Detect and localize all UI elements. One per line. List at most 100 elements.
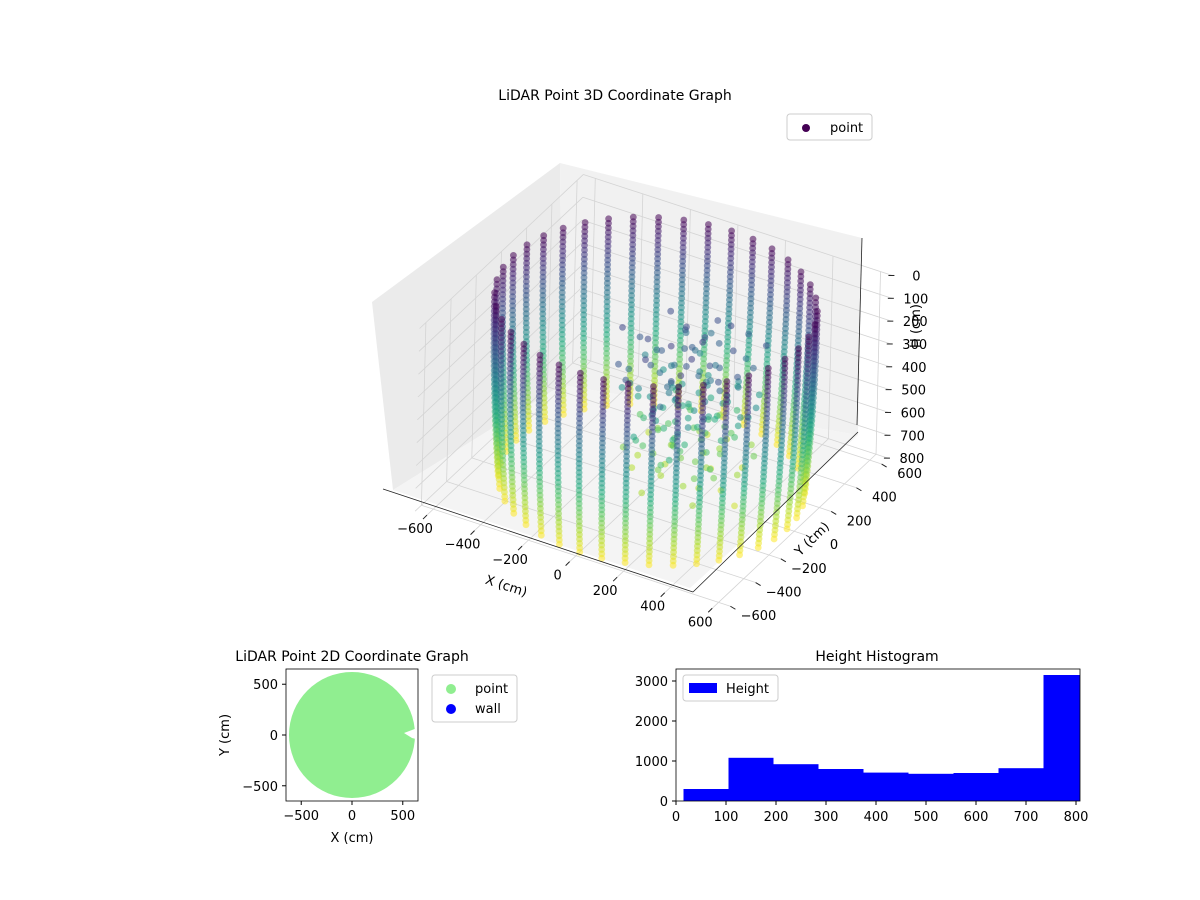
y-tick-label-2d: 0: [270, 729, 278, 744]
y-tick-mark-3d: [780, 558, 787, 563]
point-marker: [603, 368, 610, 376]
y-tick-label-3d: −200: [791, 562, 827, 577]
point-marker: [752, 404, 760, 412]
x-tick-label-3d: −200: [492, 553, 528, 568]
y-tick-label-3d: −400: [766, 586, 802, 601]
point-marker: [711, 416, 719, 423]
point-marker: [603, 293, 611, 301]
y-tick-label-hist: 0: [660, 795, 668, 810]
gridline: [419, 174, 584, 329]
y-tick-mark-3d: [730, 605, 736, 610]
x-tick-label-hist: 0: [672, 810, 680, 825]
point-marker: [675, 383, 683, 391]
point-marker: [714, 317, 722, 324]
point-marker: [558, 284, 566, 292]
point-marker: [690, 475, 698, 483]
y-axis-label-3d: Y (cm): [792, 519, 833, 560]
point-marker: [640, 414, 647, 422]
x-tick-label-2d: 500: [390, 809, 415, 824]
point-marker: [667, 307, 675, 315]
point-marker: [627, 320, 635, 327]
point-marker: [497, 347, 505, 355]
point-marker: [560, 411, 567, 418]
point-marker: [700, 381, 707, 389]
x-tick-label-hist: 200: [764, 810, 789, 825]
y-tick-label-hist: 3000: [635, 675, 668, 690]
point-marker: [539, 310, 547, 318]
point-marker: [600, 376, 607, 383]
x-tick-label-3d: 0: [553, 569, 561, 584]
y-tick-mark-3d: [830, 511, 837, 515]
x-ticks-3d: −600 −400 −200 0 200 400 600: [397, 514, 713, 630]
z-tick-label-3d: 500: [901, 384, 926, 399]
x-tick-label-2d: −500: [283, 809, 319, 824]
x-tick-mark-3d: [470, 530, 475, 535]
point-marker: [525, 426, 533, 434]
point-marker: [628, 301, 635, 309]
point-marker: [734, 373, 741, 381]
point-marker: [501, 497, 509, 505]
point-marker: [642, 356, 649, 364]
point-marker: [558, 321, 566, 329]
point-marker: [603, 364, 610, 371]
point-marker: [762, 342, 770, 349]
x-axis-line: [382, 488, 694, 593]
point-marker: [665, 456, 673, 464]
x-tick-label-3d: 600: [688, 615, 713, 630]
point-marker: [627, 338, 635, 346]
point-marker: [688, 355, 696, 363]
point-marker: [683, 323, 690, 331]
legend-2d-wall-label: wall: [475, 702, 501, 717]
point-marker: [703, 449, 710, 456]
point-marker: [647, 361, 655, 369]
point-marker: [603, 335, 611, 343]
point-marker: [705, 413, 713, 420]
y-axis-label-2d: Y (cm): [218, 714, 233, 757]
point-marker: [806, 308, 813, 316]
point-marker: [577, 369, 584, 377]
point-marker: [497, 361, 505, 369]
histogram-title: Height Histogram: [815, 649, 938, 665]
z-axis-label-3d: H (cm): [909, 304, 924, 348]
histogram-bar: [908, 773, 954, 801]
point-marker: [690, 407, 698, 414]
point-marker: [558, 307, 566, 315]
point-marker: [652, 320, 660, 328]
chart-histogram: Height Histogram 0 100 200 300 400 500 600 700 8…: [635, 649, 1089, 825]
x-tick-mark-3d: [612, 576, 618, 582]
point-marker: [723, 378, 731, 385]
point-marker: [654, 426, 662, 434]
point-marker: [657, 472, 665, 479]
point-marker: [707, 329, 715, 337]
point-marker: [737, 414, 744, 421]
point-marker: [555, 361, 563, 369]
z-tick-label-3d: 0: [912, 269, 920, 284]
x-ticks-2d: −500 0 500: [283, 801, 415, 824]
gridline: [421, 504, 731, 607]
point-marker: [710, 474, 718, 482]
point-marker: [676, 351, 684, 358]
point-marker: [764, 364, 772, 372]
histogram-bar: [1043, 675, 1080, 801]
point-marker: [644, 335, 652, 343]
z-axis-line: [856, 237, 863, 426]
point-marker: [638, 489, 646, 497]
point-marker: [685, 400, 692, 408]
z-ticks-3d: 0 100 200 300 400 500 600 700 800: [883, 269, 928, 467]
point-marker: [615, 360, 622, 368]
point-marker: [671, 361, 678, 369]
y-tick-label-2d: −500: [242, 780, 278, 795]
point-marker: [681, 345, 688, 352]
point-marker: [651, 353, 659, 361]
z-tick-label-3d: 200: [903, 315, 928, 330]
point-marker: [603, 340, 611, 348]
point-marker: [664, 420, 672, 427]
point-marker: [536, 351, 544, 359]
point-marker: [716, 387, 724, 395]
y-tick-label-hist: 1000: [635, 755, 668, 770]
x-tick-mark-3d: [517, 545, 523, 551]
point-marker: [656, 403, 664, 411]
point-marker: [750, 452, 758, 460]
point-marker: [580, 339, 587, 347]
point-marker: [624, 380, 632, 388]
